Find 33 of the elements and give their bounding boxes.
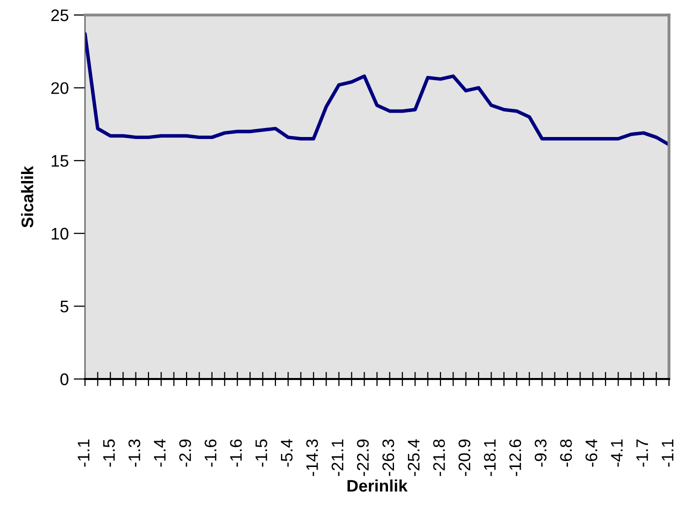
line-series [85,32,669,146]
x-tick-label: -2.9 [179,440,192,467]
x-tick-label: -1.6 [204,439,216,467]
x-tick-label: -22.9 [356,440,369,476]
x-tick-label: -21.8 [433,439,445,476]
x-tick-label: -1.5 [256,439,268,467]
y-tick-label: 20 [51,82,68,94]
x-tick-label: -1.1 [78,440,90,467]
x-tick-label: -9.3 [534,439,547,467]
y-tick-label: 5 [60,300,68,312]
x-tick-label: -20.9 [458,440,470,476]
x-tick-label: -1.5 [103,439,115,467]
y-axis-title: Sicaklik [21,166,34,228]
y-tick-label: 25 [51,9,68,22]
x-tick-label: -1.7 [636,440,648,467]
x-tick-label: -4.1 [611,440,623,467]
x-tick-label: -6.4 [586,439,598,467]
x-tick-label: -1.6 [230,439,242,467]
x-tick-label: -12.6 [509,439,522,476]
y-tick-label: 15 [52,155,68,167]
x-tick-label: -18.1 [484,440,496,476]
x-tick-label: -1.4 [154,439,166,467]
y-tick-label: 0 [60,373,68,386]
y-tick-label: 10 [52,228,68,240]
x-tick-label: -21.1 [332,440,344,476]
x-tick-label: -1.3 [128,439,140,467]
x-tick-label: -26.3 [382,439,394,476]
x-tick-label: -1.1 [662,440,674,467]
x-tick-label: -25.4 [408,439,420,476]
x-tick-label: -14.3 [306,439,318,476]
x-tick-label: -6.8 [560,439,572,467]
x-axis-title: Derinlik [348,479,408,492]
x-tick-label: -5.4 [280,439,293,467]
